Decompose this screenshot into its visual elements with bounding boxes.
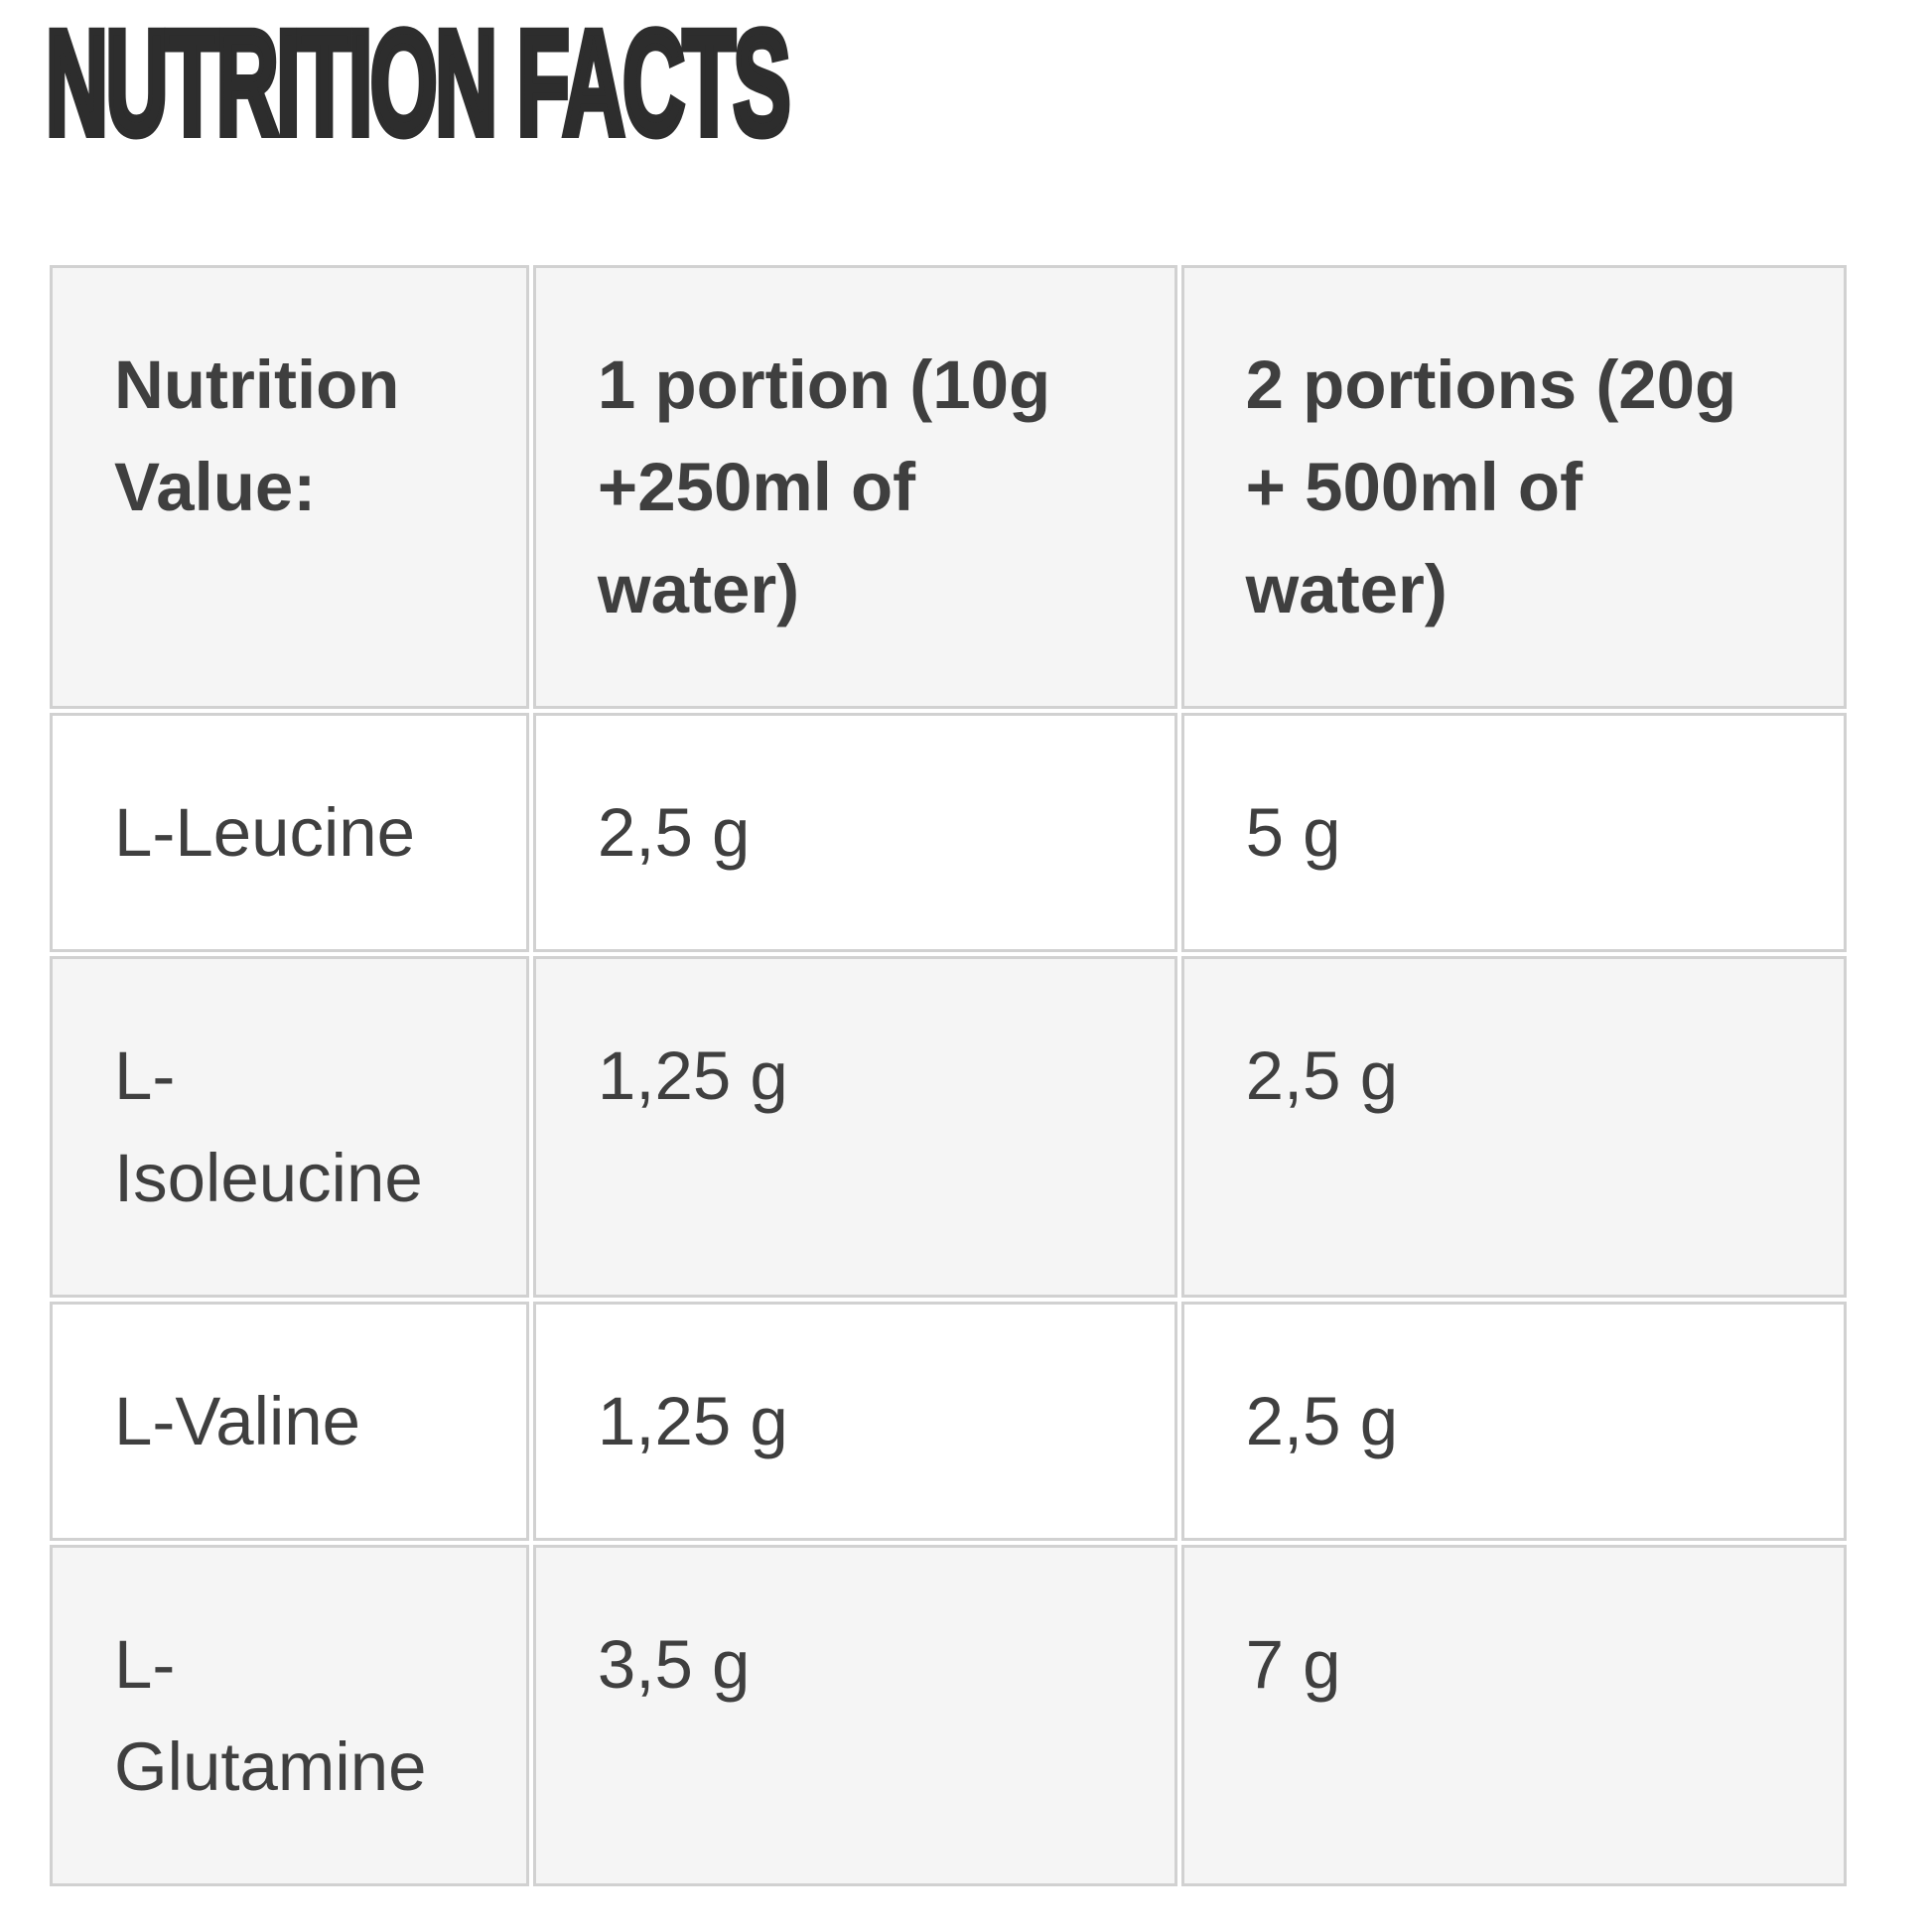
portion-2-value-cell: 7 g bbox=[1180, 1545, 1847, 1886]
nutrition-facts-table: Nutrition Value: 1 portion (10g +250ml o… bbox=[46, 261, 1851, 1890]
row-label-cell: L- Isoleucine bbox=[50, 956, 529, 1298]
portion-1-value-cell: 2,5 g bbox=[532, 713, 1177, 952]
nutrition-table-body: Nutrition Value: 1 portion (10g +250ml o… bbox=[50, 265, 1847, 1886]
portion-2-value-cell: 5 g bbox=[1180, 713, 1847, 952]
row-label-cell: L-Leucine bbox=[50, 713, 529, 952]
table-header-row: Nutrition Value: 1 portion (10g +250ml o… bbox=[50, 265, 1847, 709]
header-cell-nutrition-value: Nutrition Value: bbox=[50, 265, 529, 709]
table-row-l-glutamine: L- Glutamine 3,5 g 7 g bbox=[50, 1545, 1847, 1886]
table-row-l-leucine: L-Leucine 2,5 g 5 g bbox=[50, 713, 1847, 952]
header-cell-portion-2: 2 portions (20g + 500ml of water) bbox=[1180, 265, 1847, 709]
row-label-cell: L- Glutamine bbox=[50, 1545, 529, 1886]
table-row-l-isoleucine: L- Isoleucine 1,25 g 2,5 g bbox=[50, 956, 1847, 1298]
portion-1-value-cell: 1,25 g bbox=[532, 956, 1177, 1298]
table-row-l-valine: L-Valine 1,25 g 2,5 g bbox=[50, 1302, 1847, 1541]
page-title: NUTRITION FACTS bbox=[44, 0, 793, 166]
portion-2-value-cell: 2,5 g bbox=[1180, 1302, 1847, 1541]
row-label-cell: L-Valine bbox=[50, 1302, 529, 1541]
header-cell-portion-1: 1 portion (10g +250ml of water) bbox=[532, 265, 1177, 709]
portion-2-value-cell: 2,5 g bbox=[1180, 956, 1847, 1298]
page: NUTRITION FACTS Nutrition Value: 1 porti… bbox=[44, 0, 1851, 1890]
portion-1-value-cell: 3,5 g bbox=[532, 1545, 1177, 1886]
portion-1-value-cell: 1,25 g bbox=[532, 1302, 1177, 1541]
